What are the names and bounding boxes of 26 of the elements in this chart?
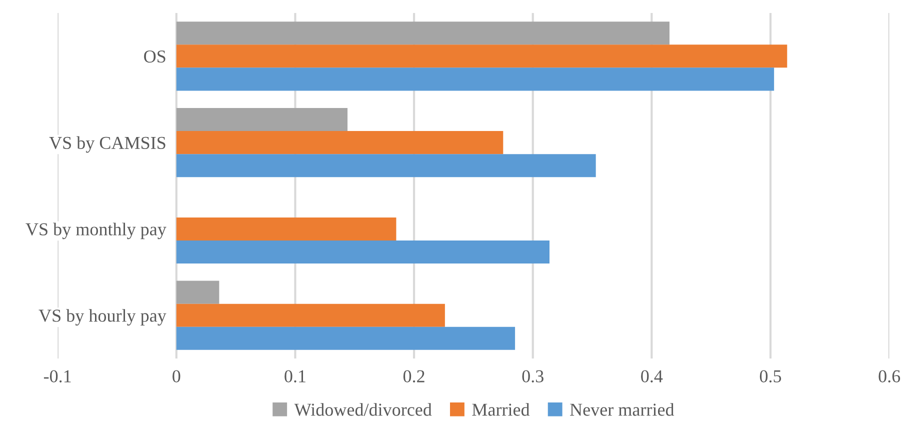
bar	[176, 217, 396, 240]
y-tick-label: VS by hourly pay	[38, 309, 166, 326]
x-tick-label: 0.5	[760, 370, 782, 382]
bar	[176, 280, 220, 304]
legend-label: Never married	[570, 403, 674, 416]
bar	[176, 108, 348, 132]
x-tick-label: 0.4	[641, 370, 663, 382]
bar	[176, 131, 504, 154]
bar	[176, 22, 670, 45]
x-tick-label: 0.6	[878, 370, 900, 382]
bar	[176, 154, 596, 178]
bar	[176, 68, 774, 91]
x-tick-label: 0.2	[403, 370, 424, 382]
y-tick-label: VS by CAMSIS	[49, 136, 166, 153]
bar	[176, 44, 788, 68]
x-tick-label: 0.1	[284, 370, 306, 382]
legend-label: Married	[472, 403, 530, 416]
legend-label: Widowed/divorced	[294, 403, 432, 416]
y-tick-label: OS	[144, 50, 166, 63]
bar	[176, 240, 550, 264]
bar	[176, 326, 516, 350]
x-tick-label: -0.1	[44, 370, 71, 382]
y-tick-label: VS by monthly pay	[26, 222, 166, 240]
bar	[176, 304, 445, 327]
x-tick-label: 0	[172, 370, 180, 382]
x-tick-label: 0.3	[522, 370, 544, 382]
